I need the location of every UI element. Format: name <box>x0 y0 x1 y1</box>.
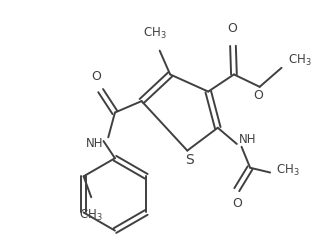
Text: CH$_3$: CH$_3$ <box>276 163 300 178</box>
Text: CH$_3$: CH$_3$ <box>288 53 312 68</box>
Text: NH: NH <box>239 133 256 146</box>
Text: NH: NH <box>86 138 104 151</box>
Text: CH$_3$: CH$_3$ <box>79 208 103 223</box>
Text: O: O <box>232 197 242 210</box>
Text: CH$_3$: CH$_3$ <box>143 26 167 41</box>
Text: S: S <box>185 153 193 167</box>
Text: O: O <box>91 70 101 83</box>
Text: O: O <box>227 22 237 35</box>
Text: O: O <box>253 89 263 102</box>
